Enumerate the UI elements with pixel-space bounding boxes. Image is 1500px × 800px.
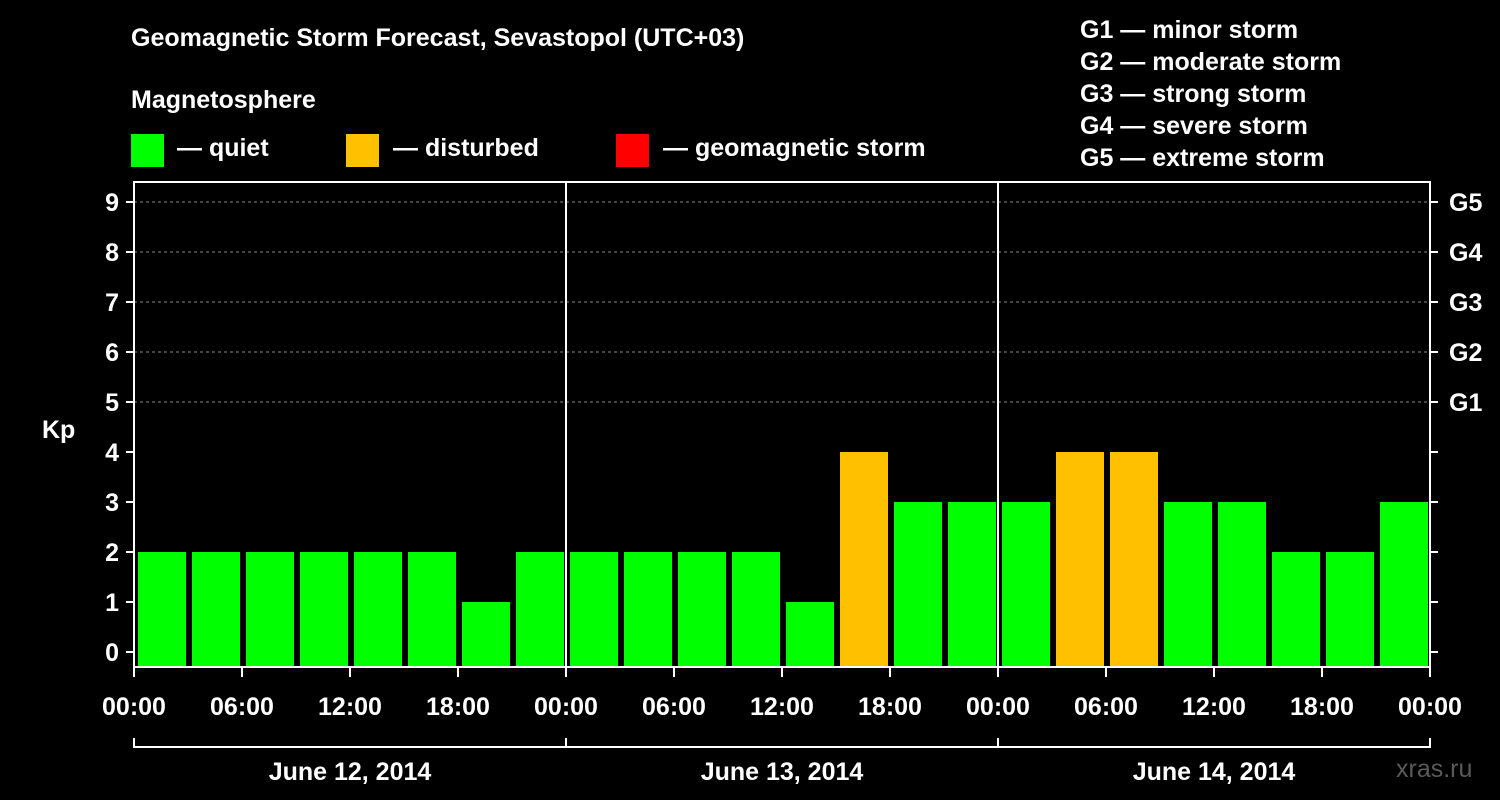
x-tick-label: 00:00 [1398,693,1462,721]
kp-bar [516,552,564,667]
kp-bar [354,552,402,667]
kp-bar [786,602,834,667]
kp-bar [732,552,780,667]
kp-bar [1272,552,1320,667]
g-scale-g5: G5 — extreme storm [1080,144,1325,172]
y-tick-label: 6 [105,339,119,367]
kp-bar [678,552,726,667]
legend-label-storm: — geomagnetic storm [663,134,926,162]
y-axis-label: Kp [42,416,75,444]
g-level-label: G3 [1449,289,1482,317]
x-tick-label: 18:00 [426,693,490,721]
kp-bar [1380,502,1428,667]
x-tick-label: 06:00 [642,693,706,721]
legend-label-quiet: — quiet [177,134,269,162]
kp-bar [246,552,294,667]
legend-label-disturbed: — disturbed [393,134,539,162]
credit-label: xras.ru [1396,755,1473,783]
y-tick-label: 2 [105,539,119,567]
kp-bar [840,452,888,667]
legend-swatch-disturbed [346,134,379,167]
x-tick-label: 00:00 [102,693,166,721]
y-tick-label: 4 [105,439,119,467]
g-level-label: G1 [1449,389,1482,417]
x-tick-label: 06:00 [210,693,274,721]
x-tick-label: 18:00 [858,693,922,721]
g-scale-g4: G4 — severe storm [1080,112,1308,140]
y-tick-label: 0 [105,639,119,667]
kp-bar [192,552,240,667]
g-level-label: G4 [1449,239,1482,267]
kp-bar [1002,502,1050,667]
y-tick-label: 1 [105,589,119,617]
kp-bar [408,552,456,667]
y-tick-label: 8 [105,239,119,267]
g-scale-legend: G1 — minor storm G2 — moderate storm G3 … [1080,14,1341,174]
y-tick-label: 3 [105,489,119,517]
kp-bar [300,552,348,667]
chart-title: Geomagnetic Storm Forecast, Sevastopol (… [131,24,745,52]
kp-bar [894,502,942,667]
x-tick-label: 00:00 [534,693,598,721]
legend-swatch-quiet [131,134,164,167]
g-level-label: G5 [1449,189,1482,217]
kp-bar [1110,452,1158,667]
x-tick-label: 12:00 [1182,693,1246,721]
kp-bar [462,602,510,667]
kp-bar [1056,452,1104,667]
kp-bar [948,502,996,667]
kp-bar [624,552,672,667]
y-tick-label: 7 [105,289,119,317]
x-tick-label: 00:00 [966,693,1030,721]
day-label: June 13, 2014 [701,758,864,786]
y-tick-label: 9 [105,189,119,217]
kp-bar [1326,552,1374,667]
kp-bar [1218,502,1266,667]
g-scale-g2: G2 — moderate storm [1080,48,1342,76]
kp-bar [138,552,186,667]
kp-bar [570,552,618,667]
x-tick-label: 18:00 [1290,693,1354,721]
x-tick-label: 06:00 [1074,693,1138,721]
day-label: June 12, 2014 [269,758,432,786]
g-scale-g1: G1 — minor storm [1080,16,1299,44]
y-tick-label: 5 [105,389,119,417]
magnetosphere-label: Magnetosphere [131,86,316,114]
day-label: June 14, 2014 [1133,758,1296,786]
x-tick-label: 12:00 [318,693,382,721]
g-scale-g3: G3 — strong storm [1080,80,1307,108]
g-level-label: G2 [1449,339,1482,367]
legend-swatch-storm [616,134,649,167]
x-tick-label: 12:00 [750,693,814,721]
kp-bar [1164,502,1212,667]
